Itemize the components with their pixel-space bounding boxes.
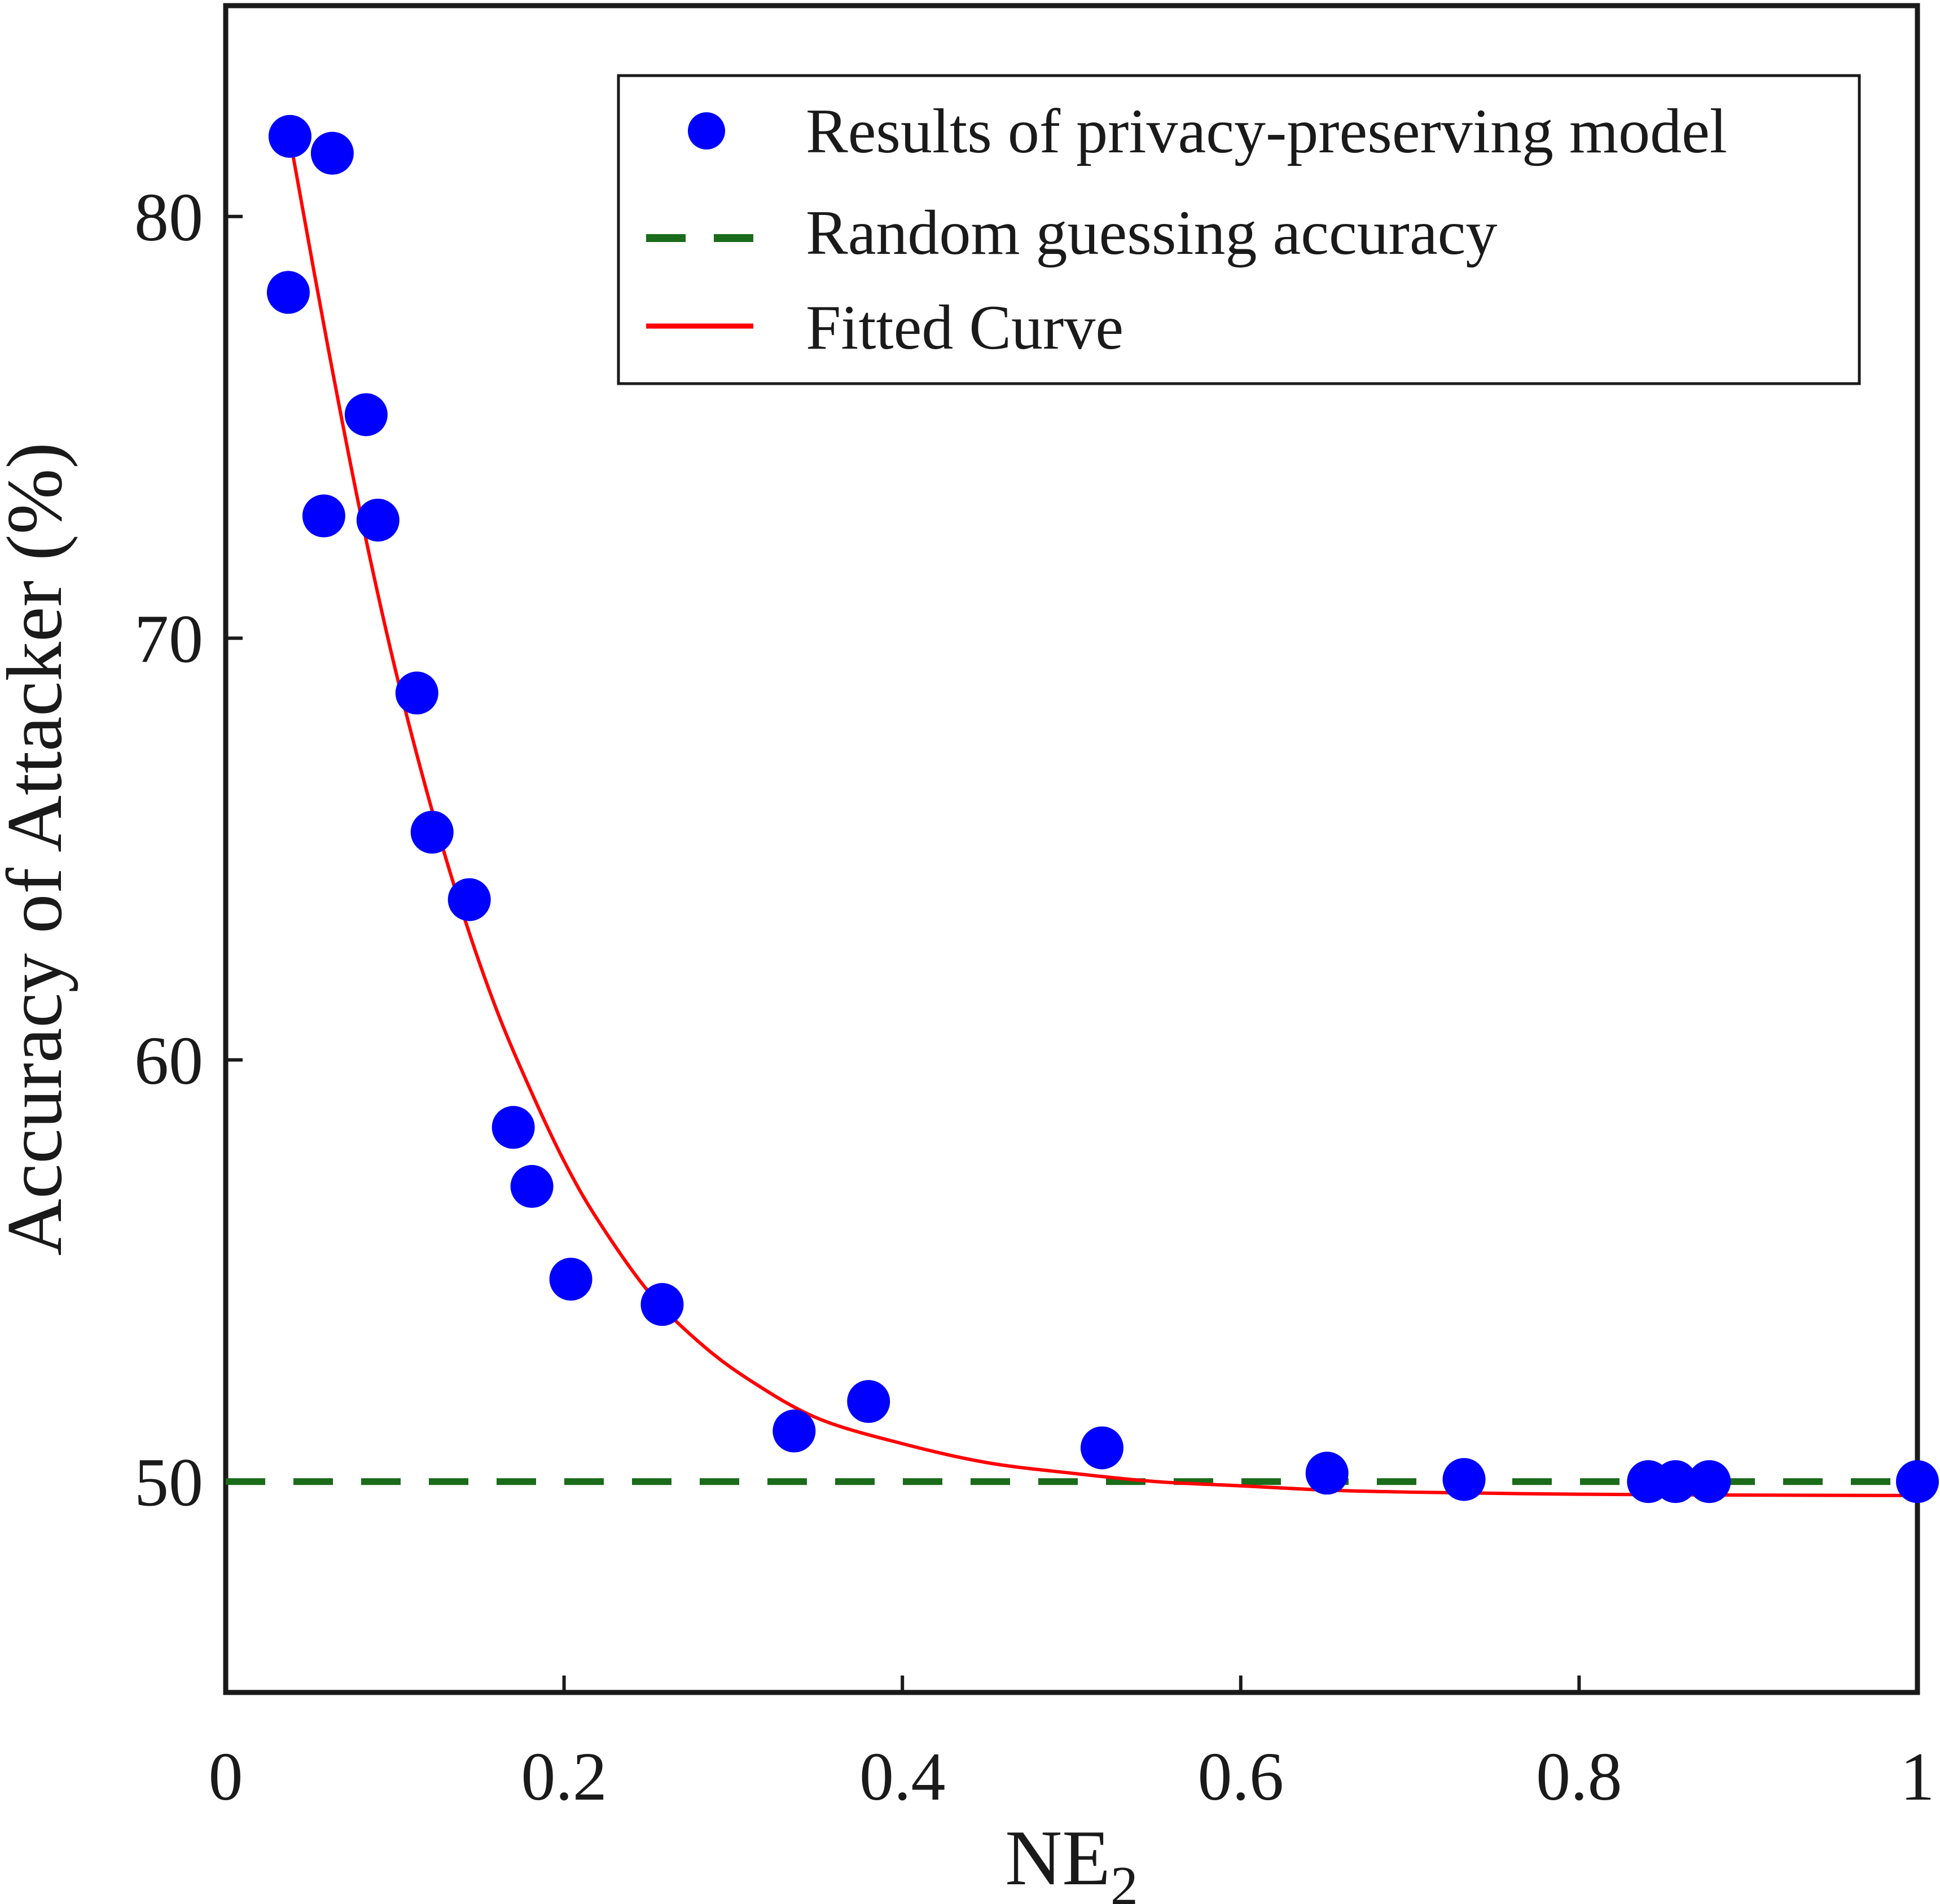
x-tick-label-2: 0.4 [859,1739,946,1815]
x-tick-label-1: 0.2 [521,1739,607,1815]
x-tick-label-0: 0 [209,1739,243,1815]
legend-label-fitted-curve: Fitted Curve [806,293,1123,363]
scatter-point-0 [268,115,311,158]
legend-label-random-guess: Random guessing accuracy [806,198,1497,268]
fitted-curve-line [291,157,1918,1497]
y-tick-label-1: 60 [134,1023,203,1099]
y-tick-label-2: 70 [134,601,203,677]
scatter-point-19 [1654,1460,1697,1503]
scatter-point-2 [266,271,310,314]
scatter-point-4 [302,494,345,538]
x-axis-title-subscript: 2 [1111,1855,1138,1904]
scatter-point-21 [1896,1460,1939,1503]
axis-ticks: 0 0.2 0.4 0.6 0.8 1 50 60 70 80 [134,179,1935,1815]
scatter-point-5 [356,498,400,542]
scatter-point-11 [549,1257,592,1301]
y-axis-title: Accuracy of Attacker (%) [0,442,78,1256]
x-axis-title: NE2 [1005,1814,1138,1904]
scatter-point-17 [1442,1458,1486,1501]
x-tick-label-5: 1 [1901,1739,1935,1815]
legend-label-scatter: Results of privacy-preserving model [806,96,1727,166]
x-tick-label-3: 0.6 [1198,1739,1284,1815]
scatter-point-6 [395,671,438,715]
scatter-point-1 [310,131,354,175]
scatter-point-10 [510,1165,554,1208]
x-axis-title-main: NE [1005,1814,1111,1902]
scatter-point-13 [773,1409,816,1453]
scatter-points-layer [266,115,1939,1503]
y-tick-label-3: 80 [134,179,203,256]
scatter-point-9 [491,1106,535,1149]
scatter-point-8 [447,878,491,921]
scatter-point-15 [1080,1426,1123,1470]
legend: Results of privacy-preserving model Rand… [617,74,1861,385]
scatter-point-16 [1305,1452,1349,1495]
scatter-point-20 [1688,1460,1731,1503]
y-tick-label-0: 50 [134,1444,203,1520]
legend-box [617,74,1861,385]
x-tick-label-4: 0.8 [1536,1739,1622,1815]
scatter-point-12 [640,1283,684,1326]
scatter-point-14 [847,1380,890,1423]
fitted-curve-layer [291,157,1918,1497]
scatter-point-3 [344,393,388,437]
legend-marker-scatter [688,112,725,149]
scatter-point-7 [410,811,454,854]
